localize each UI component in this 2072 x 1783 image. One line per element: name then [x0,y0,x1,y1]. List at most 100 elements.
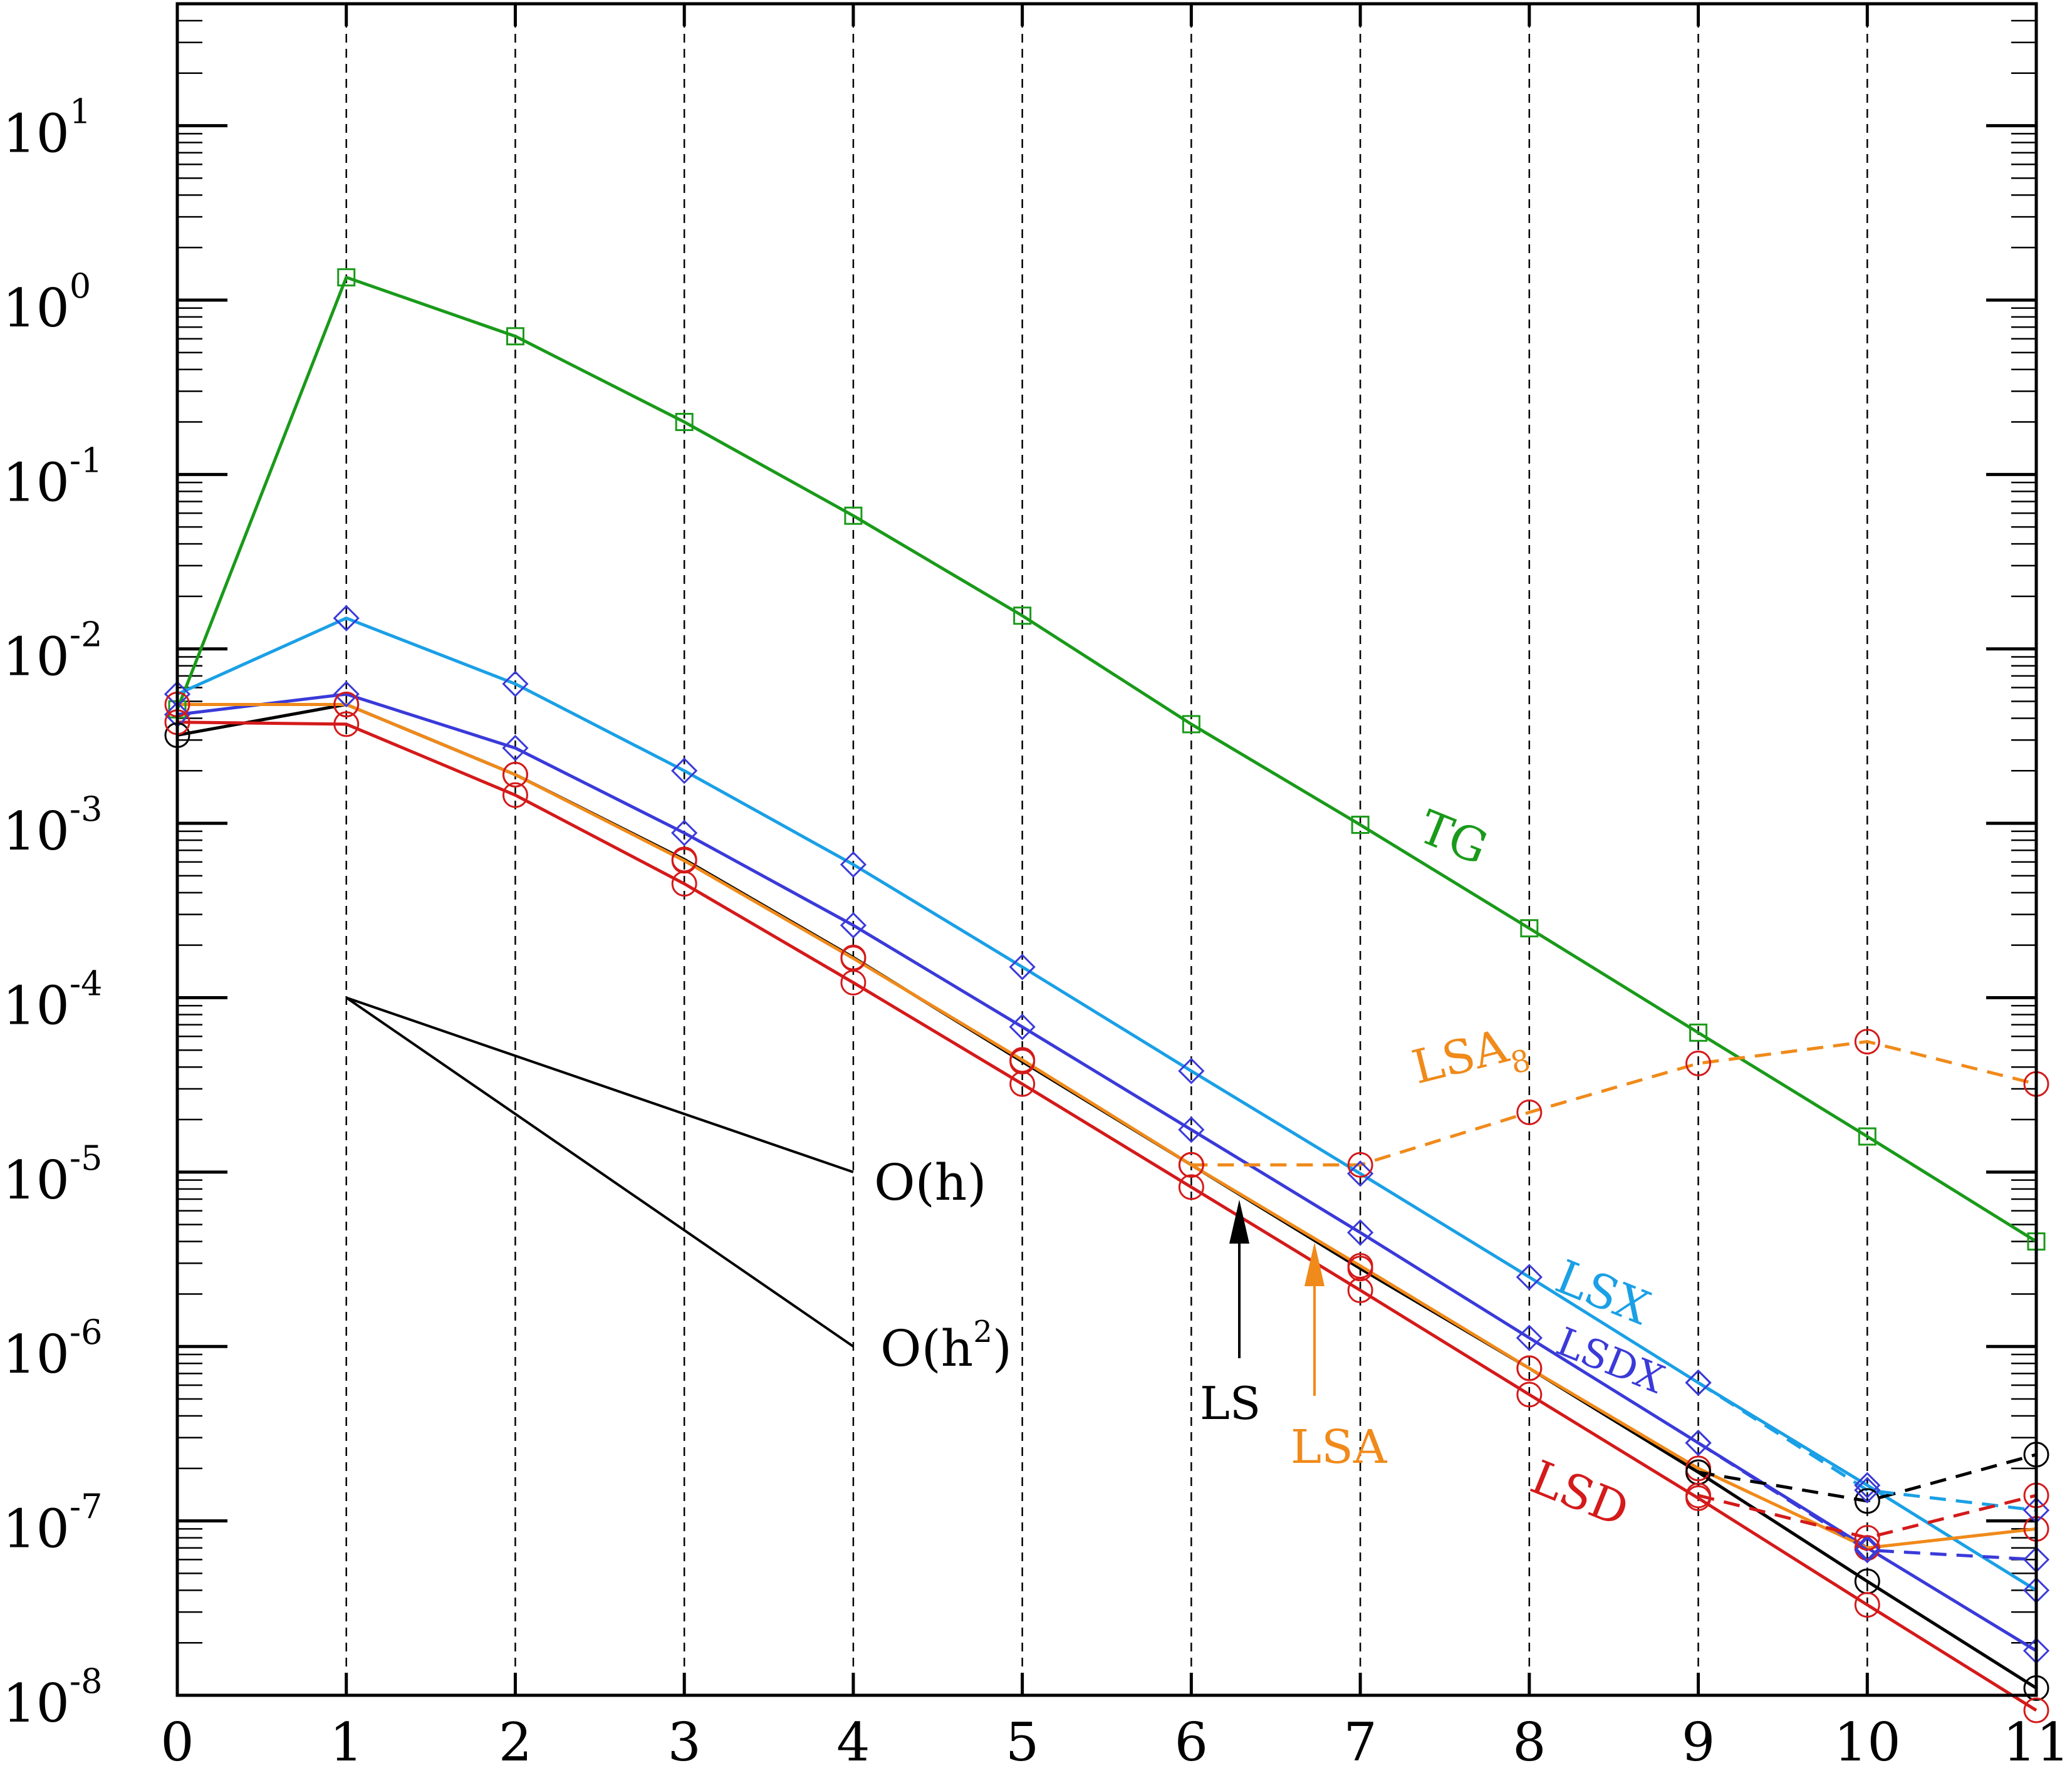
marker-tg [1689,1023,1708,1042]
y-tick-label: 100 [3,266,91,339]
marker-tg [1858,1127,1877,1146]
lsd-label: LSD [1523,1450,1636,1537]
marker-lsa8 [1347,1151,1373,1178]
y-tick-exponent: 0 [70,266,91,306]
lsa-label: LSA [1291,1420,1388,1474]
marker-lsd [1009,1071,1036,1097]
marker-lsx [671,757,698,784]
marker-tg [506,327,524,346]
marker-lsx [333,605,360,632]
lsa8-base: LSA [1407,1019,1514,1095]
marker-tg [1520,919,1539,938]
marker-lsdx [1516,1324,1543,1351]
marker-lsa8 [1685,1050,1712,1076]
x-tick-label-5: 5 [1006,1712,1039,1773]
oh2-base: O(h [880,1319,973,1378]
marker-lsdx [1346,1219,1374,1246]
oh-label: O(h) [874,1153,987,1212]
series-line-lsdx [177,692,2038,1653]
marker-lsx-dashed [1854,1477,1881,1504]
marker-lsx [1178,1058,1205,1084]
y-tick-base: 10 [3,975,70,1036]
marker-lsa8 [1854,1029,1880,1055]
reference-line-1 [346,996,854,1173]
y-tick-exponent: -8 [70,1661,103,1701]
series-line-lsx [176,616,2038,1592]
y-tick-base: 10 [3,626,70,688]
y-tick-label: 10-1 [3,440,103,513]
marker-lsd [671,871,697,897]
x-tick-labels: 0 1 2 3 4 5 6 7 8 9 10 11 [160,1712,2069,1773]
marker-lsx [1854,1472,1881,1499]
series-labels: TG LSX LSDX LSD LS LSA LSA8 O(h) O(h2) [874,800,1670,1537]
marker-lsd-dashed [1685,1482,1712,1509]
x-tick-label-7: 7 [1343,1712,1377,1773]
marker-lsx-dashed [1685,1369,1712,1396]
marker-lsd [1347,1277,1373,1304]
marker-lsa8 [1178,1151,1204,1178]
marker-lsa8 [1516,1099,1543,1126]
marker-lsa [333,691,360,717]
y-tick-base: 10 [3,1150,70,1211]
marker-lsa [1854,1535,1880,1561]
y-tick-exponent: -6 [70,1313,103,1352]
marker-lsa [502,762,528,788]
y-tick-base: 10 [3,1499,70,1560]
marker-lsdx [840,912,867,939]
y-tick-base: 10 [3,103,70,165]
y-tick-base: 10 [3,1324,70,1385]
marker-tg [844,506,863,525]
y-tick-label: 10-7 [3,1487,103,1560]
marker-lsd-dashed [1854,1525,1880,1551]
vertical-grid [175,4,2038,1695]
marker-tg [1013,606,1032,625]
marker-tg [337,268,356,287]
annotation-arrows [1229,1200,1325,1396]
marker-lsx [502,670,529,697]
marker-lsdx [671,819,698,846]
marker-lsdx [333,680,360,708]
marker-lsdx [1178,1116,1205,1143]
marker-lsdx [502,734,529,762]
marker-ls-dashed [1854,1488,1880,1514]
y-tick-label: 10-4 [3,964,103,1036]
series-lines [175,276,2038,1712]
x-tick-label-10: 10 [1834,1712,1901,1773]
y-tick-exponent: 1 [70,92,91,132]
ls-arrow-head [1229,1200,1249,1244]
reference-lines [345,996,855,1348]
ls-label: LS [1200,1377,1261,1430]
marker-lsdx-dashed [1685,1430,1712,1457]
y-tick-base: 10 [3,1673,70,1734]
y-tick-label: 10-8 [3,1661,103,1734]
lsa-arrow-head [1304,1242,1325,1286]
x-tick-label-8: 8 [1512,1712,1546,1773]
series-line-lsa8 [1191,1040,2037,1167]
y-tick-base: 10 [3,801,70,862]
y-tick-base: 10 [3,452,70,513]
y-tick-exponent: -7 [70,1487,103,1527]
marker-lsdx [1009,1013,1036,1041]
marker-lsx [840,851,867,878]
x-tick-label-0: 0 [160,1712,194,1773]
x-tick-label-9: 9 [1682,1712,1715,1773]
y-tick-label: 10-5 [3,1138,103,1211]
y-tick-exponent: -2 [70,615,103,655]
oh2-close: ) [992,1319,1012,1378]
reference-line-2 [345,996,855,1348]
marker-lsx [1346,1160,1374,1187]
y-minor-ticks [177,3,2036,1697]
y-tick-label: 101 [3,92,91,165]
marker-lsd [502,782,528,808]
y-tick-label: 10-2 [3,615,103,688]
x-tick-label-2: 2 [499,1712,532,1773]
marker-lsd [1516,1381,1543,1408]
marker-tg [1351,816,1370,834]
marker-lsa [1516,1355,1543,1381]
series-line-ls [177,702,2038,1690]
y-tick-label: 10-6 [3,1313,103,1385]
lsa8-subscript: 8 [1507,1042,1534,1081]
marker-lsd [1178,1174,1204,1200]
